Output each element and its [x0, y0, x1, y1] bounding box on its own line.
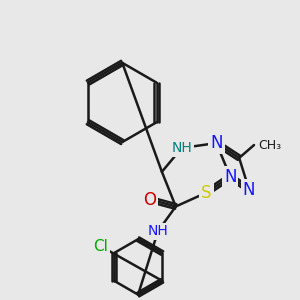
Text: NH: NH [148, 224, 168, 238]
Text: N: N [210, 134, 223, 152]
Text: CH₃: CH₃ [258, 139, 281, 152]
Text: N: N [243, 181, 255, 199]
Text: S: S [201, 184, 212, 202]
Text: O: O [143, 190, 157, 208]
Text: NH: NH [171, 141, 192, 155]
Text: Cl: Cl [93, 238, 108, 253]
Text: N: N [224, 168, 236, 186]
